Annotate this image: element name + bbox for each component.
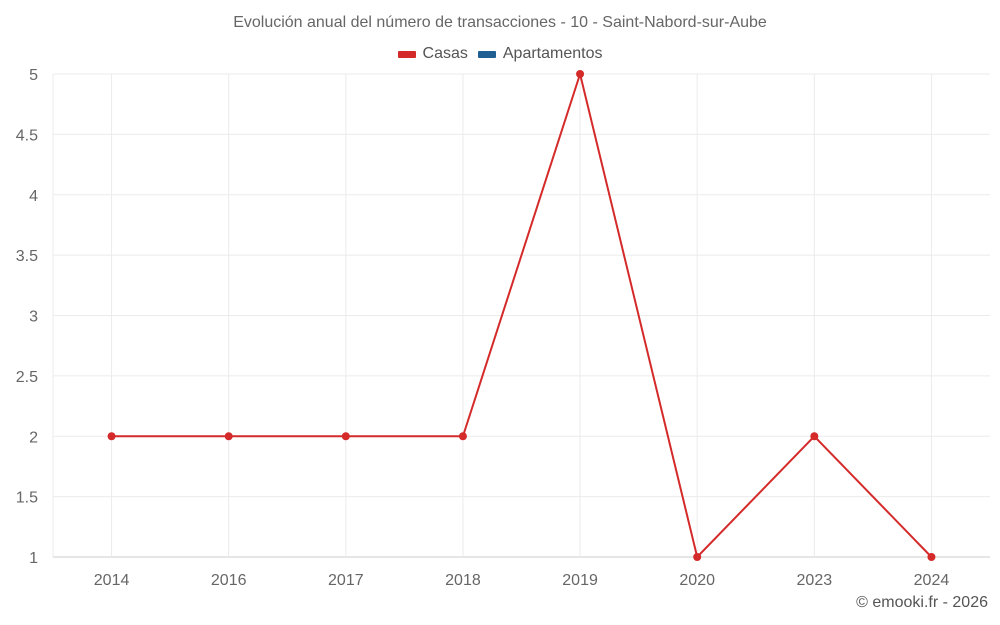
y-tick-label: 4	[29, 188, 38, 205]
x-tick-label: 2017	[328, 572, 364, 589]
series-line-casas	[111, 70, 933, 559]
y-tick-label: 1	[29, 550, 38, 567]
y-tick-label: 2.5	[16, 369, 38, 386]
y-tick-label: 3	[29, 309, 38, 326]
x-tick-label: 2016	[211, 572, 247, 589]
x-tick-label: 2019	[562, 572, 598, 589]
x-tick-label: 2020	[679, 572, 715, 589]
legend: Casas Apartamentos	[0, 45, 1000, 63]
data-point	[810, 432, 819, 441]
data-point	[341, 432, 350, 441]
y-tick-label: 1.5	[16, 490, 38, 507]
y-tick-label: 2	[29, 429, 38, 446]
y-tick-label: 4.5	[16, 127, 38, 144]
legend-item-casas[interactable]: Casas	[397, 45, 468, 63]
legend-item-apartamentos[interactable]: Apartamentos	[477, 45, 603, 63]
data-point	[458, 432, 467, 441]
legend-label-casas: Casas	[422, 45, 468, 62]
data-point	[107, 432, 116, 441]
legend-swatch-apartamentos	[477, 50, 496, 58]
y-tick-label: 3.5	[16, 248, 38, 265]
data-point	[927, 553, 936, 561]
y-tick-label: 5	[29, 67, 38, 84]
x-tick-label: 2014	[94, 572, 130, 589]
x-tick-label: 2023	[797, 572, 833, 589]
x-tick-label: 2024	[914, 572, 950, 589]
legend-swatch-casas	[397, 50, 416, 58]
chart-title: Evolución anual del número de transaccio…	[233, 14, 767, 31]
legend-label-apartamentos: Apartamentos	[502, 45, 603, 62]
data-point	[224, 432, 233, 441]
credit-text: © emooki.fr - 2026	[856, 594, 988, 611]
data-point	[576, 70, 585, 78]
data-point	[693, 553, 702, 561]
x-tick-label: 2018	[445, 572, 481, 589]
